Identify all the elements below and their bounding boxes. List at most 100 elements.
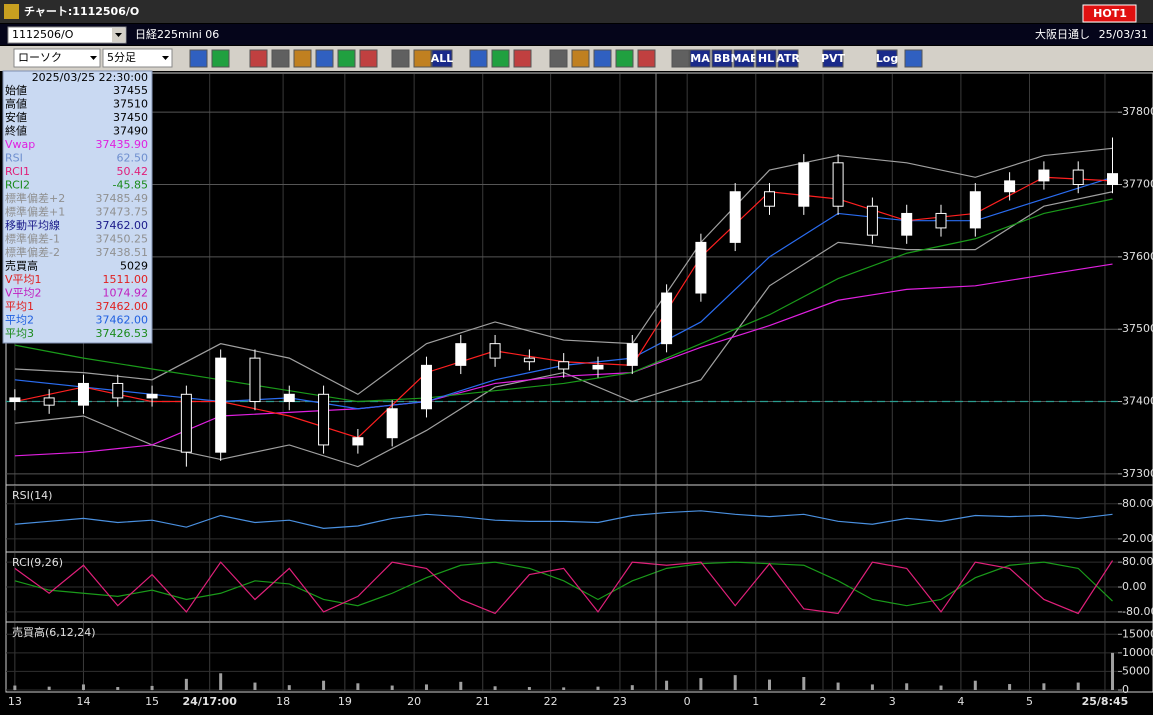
toolbar-icons: ALL MA BB MAE HL ATR PVT Log xyxy=(189,49,923,68)
volume-bar xyxy=(939,685,943,690)
x-tick-label: 2 xyxy=(820,695,827,708)
info-label: V平均2 xyxy=(5,287,42,300)
toolbar-button[interactable] xyxy=(293,49,312,68)
candle-body xyxy=(215,357,227,453)
toolbar-button[interactable] xyxy=(337,49,356,68)
toolbar-label[interactable]: MA xyxy=(690,52,710,65)
toolbar-button[interactable] xyxy=(904,49,923,68)
info-value: 37450 xyxy=(113,111,148,124)
toolbar-button[interactable] xyxy=(755,49,777,68)
info-value: 37510 xyxy=(113,98,148,111)
toolbar-button[interactable] xyxy=(822,49,844,68)
volume-bar xyxy=(905,683,909,690)
toolbar-button[interactable] xyxy=(249,49,268,68)
style-text[interactable]: ローソク xyxy=(18,51,62,64)
toolbar-button[interactable] xyxy=(711,49,733,68)
x-tick-label: 21 xyxy=(476,695,490,708)
toolbar-button[interactable] xyxy=(671,49,690,68)
indicator-line xyxy=(14,561,1113,607)
candle-body xyxy=(1004,180,1016,193)
toolbar-button[interactable] xyxy=(359,49,378,68)
candle-body xyxy=(9,397,21,403)
volume-bar xyxy=(1076,682,1080,690)
x-tick-label: 1 xyxy=(752,695,759,708)
toolbar-button[interactable] xyxy=(189,49,208,68)
volume-bar xyxy=(253,682,257,690)
window-title: チャート:1112506/O xyxy=(24,5,139,18)
toolbar-button[interactable] xyxy=(431,49,453,68)
toolbar-label[interactable]: ALL xyxy=(431,52,454,65)
symbol-input[interactable] xyxy=(7,26,127,44)
candle-body xyxy=(763,191,775,207)
toolbar-button[interactable] xyxy=(733,49,755,68)
toolbar-label[interactable]: ATR xyxy=(776,52,800,65)
y-tick-label: 37400 xyxy=(1122,395,1153,408)
info-value: 37462.00 xyxy=(96,219,149,232)
volume-bar xyxy=(219,673,223,690)
toolbar-button[interactable] xyxy=(413,49,432,68)
toolbar-label[interactable]: BB xyxy=(714,52,731,65)
toolbar-button[interactable] xyxy=(549,49,568,68)
y-tick-label: 37600 xyxy=(1122,250,1153,263)
x-tick-label: 0 xyxy=(684,695,691,708)
toolbar-label[interactable]: PVT xyxy=(821,52,846,65)
toolbar-label[interactable]: HL xyxy=(758,52,774,65)
toolbar-button[interactable] xyxy=(513,49,532,68)
x-tick-label: 25/8:45 xyxy=(1082,695,1129,708)
toolbar-button[interactable] xyxy=(211,49,230,68)
panel-frame xyxy=(5,72,1153,487)
toolbar-button[interactable] xyxy=(637,49,656,68)
y-tick-label: 37700 xyxy=(1122,178,1153,191)
x-tick-label: 15 xyxy=(145,695,159,708)
toolbar-button[interactable] xyxy=(571,49,590,68)
toolbar-button[interactable] xyxy=(271,49,290,68)
info-value: 5029 xyxy=(120,260,148,273)
style-select[interactable] xyxy=(13,48,101,68)
info-label: Vwap xyxy=(5,138,35,151)
toolbar-button[interactable] xyxy=(876,49,898,68)
candle-body xyxy=(112,382,124,399)
toolbar-button[interactable] xyxy=(469,49,488,68)
toolbar-button[interactable] xyxy=(777,49,799,68)
hot-label[interactable]: HOT1 xyxy=(1093,7,1127,20)
indicator-line xyxy=(14,510,1113,529)
info-label: 安値 xyxy=(5,110,27,124)
volume-bar xyxy=(630,685,634,690)
info-label: 高値 xyxy=(5,97,27,111)
toolbar-button[interactable] xyxy=(391,49,410,68)
info-value: 1511.00 xyxy=(103,273,149,286)
indicator-line xyxy=(14,198,1113,403)
info-value: 37485.49 xyxy=(96,192,149,205)
panel-frame xyxy=(5,621,1153,693)
candle-body xyxy=(969,191,981,229)
candle-body xyxy=(626,343,638,366)
info-label: V平均1 xyxy=(5,273,42,286)
toolbar-button[interactable] xyxy=(689,49,711,68)
toolbar-button[interactable] xyxy=(615,49,634,68)
volume-bar xyxy=(81,684,85,690)
volume-bar xyxy=(802,677,806,690)
info-label: 平均1 xyxy=(5,300,34,313)
interval-text[interactable]: 5分足 xyxy=(107,51,136,64)
toolbar-label[interactable]: Log xyxy=(876,52,898,65)
toolbar-button[interactable] xyxy=(315,49,334,68)
volume-bar xyxy=(665,680,669,690)
indicator-line xyxy=(14,560,1114,615)
interval-select[interactable] xyxy=(102,48,173,68)
toolbar-button[interactable] xyxy=(593,49,612,68)
panel-frame xyxy=(5,484,1153,553)
volume-bar xyxy=(733,675,737,690)
toolbar-button[interactable] xyxy=(491,49,510,68)
candle-body xyxy=(558,361,570,370)
symbol-text[interactable]: 1112506/O xyxy=(12,28,74,41)
hot-button[interactable] xyxy=(1082,4,1137,23)
toolbar-label[interactable]: MAE xyxy=(731,52,758,65)
info-label: 標準偏差+1 xyxy=(5,205,65,219)
volume-bar xyxy=(424,684,428,690)
info-label: 平均3 xyxy=(5,327,34,340)
volume-bar xyxy=(596,686,600,690)
candle-body xyxy=(866,205,878,236)
info-value: 37438.51 xyxy=(96,246,149,259)
x-tick-label: 20 xyxy=(407,695,421,708)
candle-body xyxy=(386,408,398,439)
